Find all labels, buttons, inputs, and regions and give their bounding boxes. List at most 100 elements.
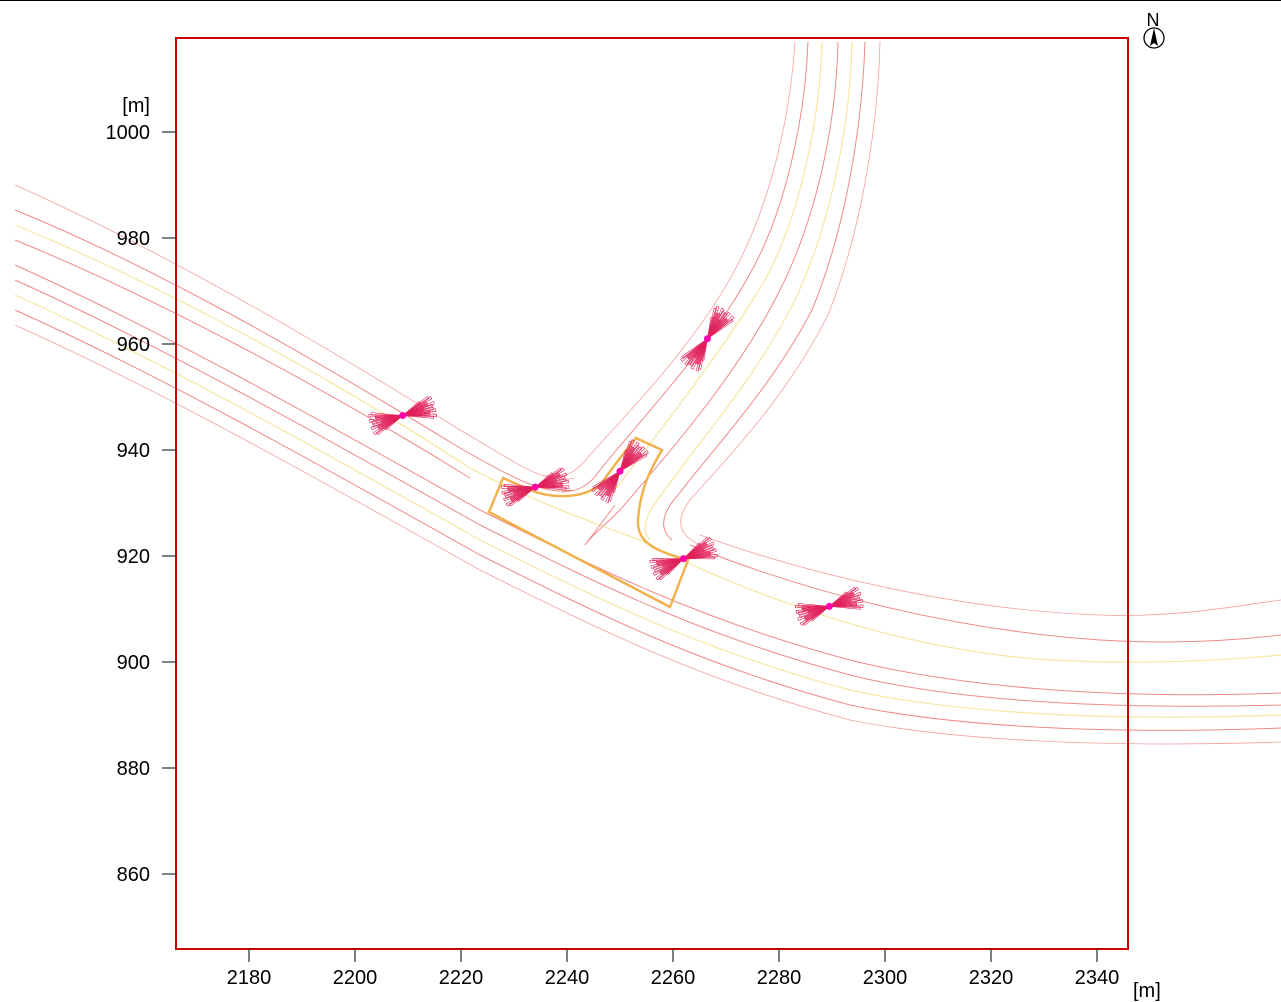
- emission-fan-ray: [799, 606, 830, 626]
- emission-fan-ray: [803, 606, 830, 620]
- emission-fan-ray: [683, 548, 717, 559]
- main-road-centerline-north: [14, 224, 1281, 663]
- emission-fan-ray: [619, 446, 635, 472]
- emission-fan-ray: [402, 408, 437, 416]
- emission-fan-ray: [649, 558, 684, 564]
- emission-fan-ray: [507, 486, 536, 492]
- side-road-east-embankment: [680, 41, 881, 546]
- emission-fan-ray: [802, 606, 830, 626]
- emission-fan-ray: [683, 556, 716, 560]
- main-road-line-4: [14, 279, 1281, 707]
- emission-fan-ray: [707, 317, 728, 339]
- road-network: [14, 41, 1281, 745]
- emission-fan-ray: [829, 591, 862, 607]
- emission-fan-ray: [829, 603, 858, 607]
- emission-fan-ray: [535, 485, 570, 489]
- emission-fan-ray: [683, 553, 712, 559]
- main-road-east-north-embankment: [699, 534, 1281, 616]
- emission-fan-ray: [371, 415, 403, 425]
- y-axis: 1000 980 960 940 920 900 880 860 [m]: [106, 95, 176, 886]
- emission-fan-ray: [377, 415, 403, 429]
- emission-fan-ray: [683, 553, 718, 559]
- emission-fan-ray: [690, 338, 708, 367]
- emission-fan-ray: [659, 558, 684, 574]
- emission-fan-ray: [707, 318, 729, 339]
- emission-fan-ray: [378, 415, 403, 431]
- emission-fan-ray: [795, 606, 830, 614]
- emission-fan-ray: [535, 467, 565, 488]
- emission-fan-ray: [619, 439, 635, 472]
- emission-fan-ray: [802, 606, 830, 611]
- emission-fan-ray: [374, 415, 403, 419]
- emission-fan-ray: [619, 450, 649, 472]
- emission-fan-ray: [658, 558, 684, 581]
- source-point-marker: [703, 335, 711, 343]
- emission-fan-ray: [600, 471, 621, 498]
- emission-fan-ray: [598, 470, 621, 491]
- emission-fan-ray: [594, 470, 621, 497]
- emission-fan-ray: [402, 401, 428, 416]
- emission-fan-ray: [605, 471, 621, 504]
- emission-fan-ray: [697, 338, 708, 370]
- y-tick-label: 900: [117, 652, 150, 674]
- emission-fan-ray: [619, 452, 642, 472]
- emission-fan-ray: [510, 486, 536, 502]
- emission-fan-ray: [707, 318, 734, 339]
- side-road-center-line: [584, 41, 839, 546]
- x-axis-unit-label: [m]: [1133, 980, 1161, 1002]
- emission-source: [368, 395, 437, 436]
- emission-fan-ray: [801, 606, 830, 610]
- emission-fan-ray: [402, 395, 430, 416]
- emission-fan-ray: [535, 475, 566, 488]
- emission-fan-ray: [503, 483, 536, 488]
- x-tick-label: 2180: [227, 967, 272, 989]
- emission-fan-ray: [684, 338, 708, 366]
- emission-fan-ray: [829, 593, 855, 607]
- emission-fan-ray: [372, 415, 403, 428]
- emission-fan-ray: [680, 338, 708, 362]
- emission-fan-ray: [829, 598, 864, 607]
- emission-fan-ray: [660, 558, 684, 576]
- emission-fan-ray: [592, 470, 621, 490]
- emission-fan-ray: [799, 606, 830, 619]
- emission-fan-ray: [655, 558, 684, 565]
- x-tick-label: 2300: [863, 967, 908, 989]
- emission-fan-ray: [402, 412, 431, 416]
- emission-fan-ray: [683, 542, 708, 559]
- emission-fan-ray: [650, 558, 684, 569]
- emission-fan-ray: [707, 315, 735, 339]
- emission-fan-ray: [607, 471, 621, 502]
- side-road-east-edge: [663, 41, 866, 541]
- emission-fan-ray: [606, 471, 621, 497]
- x-tick-label: 2280: [757, 967, 802, 989]
- emission-fan-ray: [402, 413, 437, 418]
- y-tick-label: 920: [117, 546, 150, 568]
- plot-frame: [175, 37, 1129, 950]
- emission-fan-ray: [619, 441, 640, 472]
- emission-fan-ray: [503, 486, 536, 496]
- emission-fan-ray: [707, 307, 718, 339]
- emission-fan-ray: [707, 312, 719, 339]
- emission-fan-ray: [619, 445, 634, 472]
- x-tick-label: 2240: [545, 967, 590, 989]
- emission-fan-ray: [371, 412, 403, 416]
- x-tick-label: 2220: [439, 967, 484, 989]
- emission-fan-ray: [509, 486, 536, 501]
- emission-fan-ray: [501, 485, 536, 489]
- side-road-centerline-west: [614, 41, 823, 491]
- emission-fan-ray: [798, 606, 830, 615]
- emission-fan-ray: [619, 452, 643, 472]
- emission-fan-ray: [535, 478, 567, 488]
- y-axis-unit-label: [m]: [122, 95, 150, 117]
- emission-fan-ray: [652, 558, 684, 562]
- emission-fan-ray: [368, 413, 403, 418]
- emission-fan-ray: [402, 400, 435, 416]
- emission-fan-ray: [683, 541, 715, 559]
- emission-fan-ray: [654, 558, 684, 574]
- emission-source: [649, 536, 718, 581]
- emission-fan-ray: [508, 486, 536, 507]
- emission-fan-ray: [535, 482, 563, 488]
- emission-fan-ray: [505, 486, 536, 507]
- main-road-line-1: [14, 209, 573, 492]
